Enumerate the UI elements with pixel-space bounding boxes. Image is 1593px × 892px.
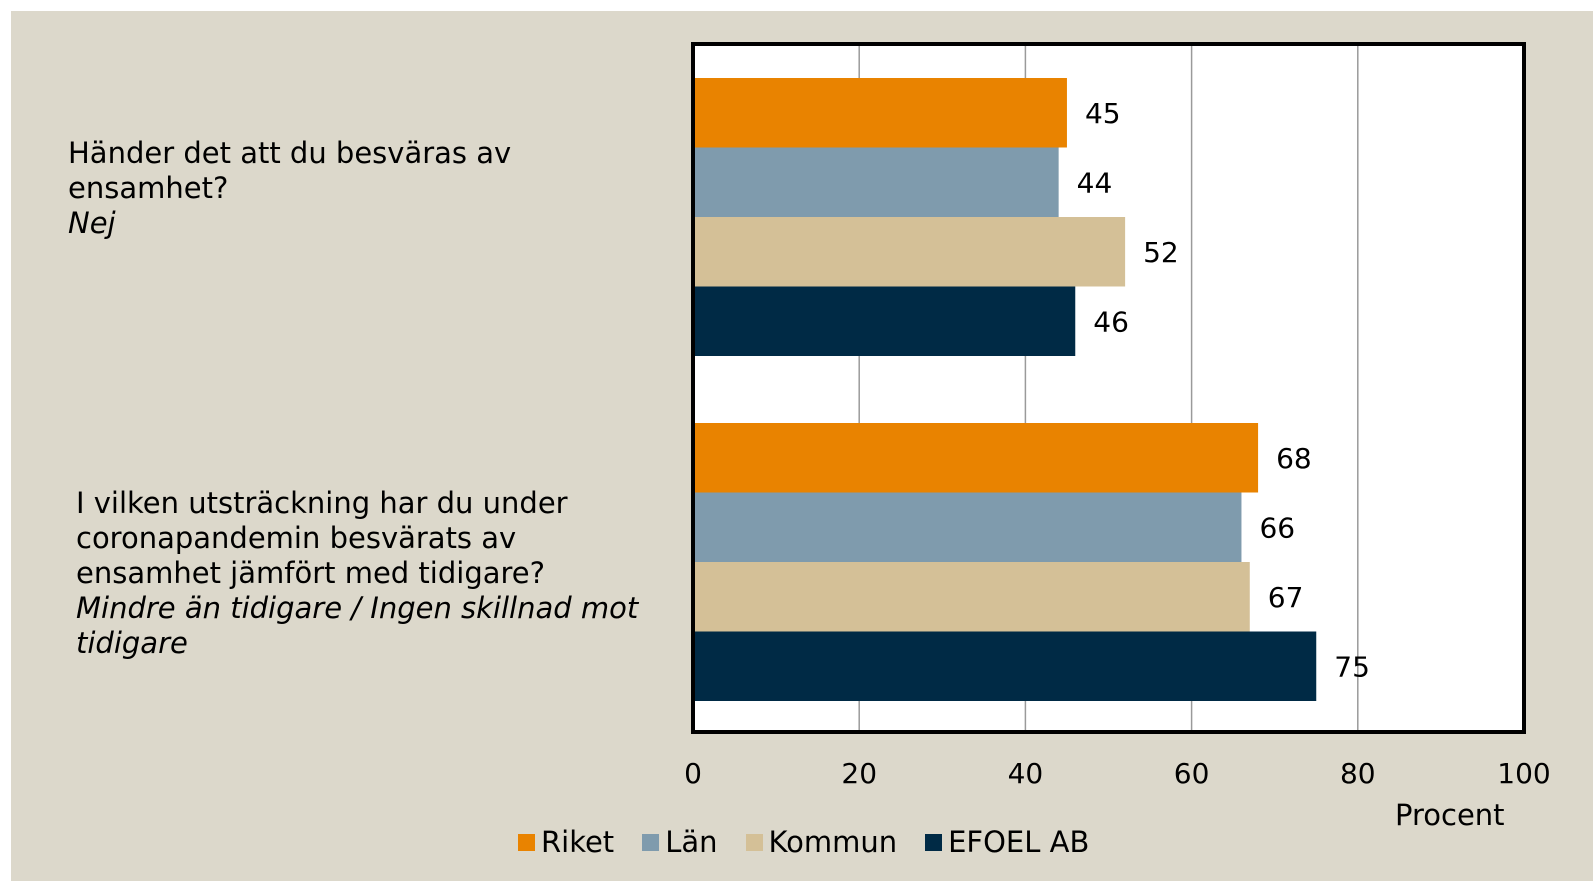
category-answer: Nej [68,206,116,240]
bar-län [693,492,1242,562]
bar-efoel-ab [693,286,1076,356]
data-label: 75 [1334,650,1370,683]
x-tick-label: 20 [841,757,877,790]
data-label: 46 [1093,305,1129,338]
category-answer: Mindre än tidigare / Ingen skillnad mot … [76,591,639,660]
data-label: 44 [1077,166,1113,199]
data-label: 67 [1268,581,1304,614]
legend-label: Län [665,825,718,859]
legend-item: Kommun [745,825,898,859]
bar-efoel-ab [693,631,1317,701]
bar-län [693,147,1059,217]
legend-label: EFOEL AB [948,825,1090,859]
legend-swatch [642,833,660,851]
legend-item: Riket [518,825,614,859]
bar-kommun [693,562,1250,632]
x-tick-label: 40 [1008,757,1044,790]
legend-swatch [518,833,535,851]
category-label-loneliness: Händer det att du besväras av ensamhet? … [68,136,548,241]
x-tick-label: 80 [1340,757,1376,790]
x-tick-label: 60 [1174,757,1210,790]
legend-swatch [745,833,763,851]
x-tick-label: 100 [1497,757,1550,790]
category-question: I vilken utsträckning har du under coron… [76,486,568,590]
legend: Riket Län Kommun EFOEL AB [518,824,1117,860]
legend-label: Riket [541,825,615,859]
legend-item: Län [642,825,718,859]
data-label: 52 [1143,236,1179,269]
data-label: 45 [1085,97,1121,130]
legend-item: EFOEL AB [925,825,1089,859]
legend-swatch [925,833,943,851]
x-tick-label: 0 [684,757,702,790]
bar-riket [693,423,1259,493]
legend-label: Kommun [768,825,898,859]
category-label-pandemic-loneliness: I vilken utsträckning har du under coron… [76,486,646,661]
bar-riket [693,78,1067,148]
x-axis-label: Procent [1395,798,1505,832]
plot-frame [691,42,1526,734]
bar-kommun [693,217,1126,287]
category-question: Händer det att du besväras av ensamhet? [68,136,512,205]
data-label: 66 [1259,511,1295,544]
data-label: 68 [1276,442,1312,475]
